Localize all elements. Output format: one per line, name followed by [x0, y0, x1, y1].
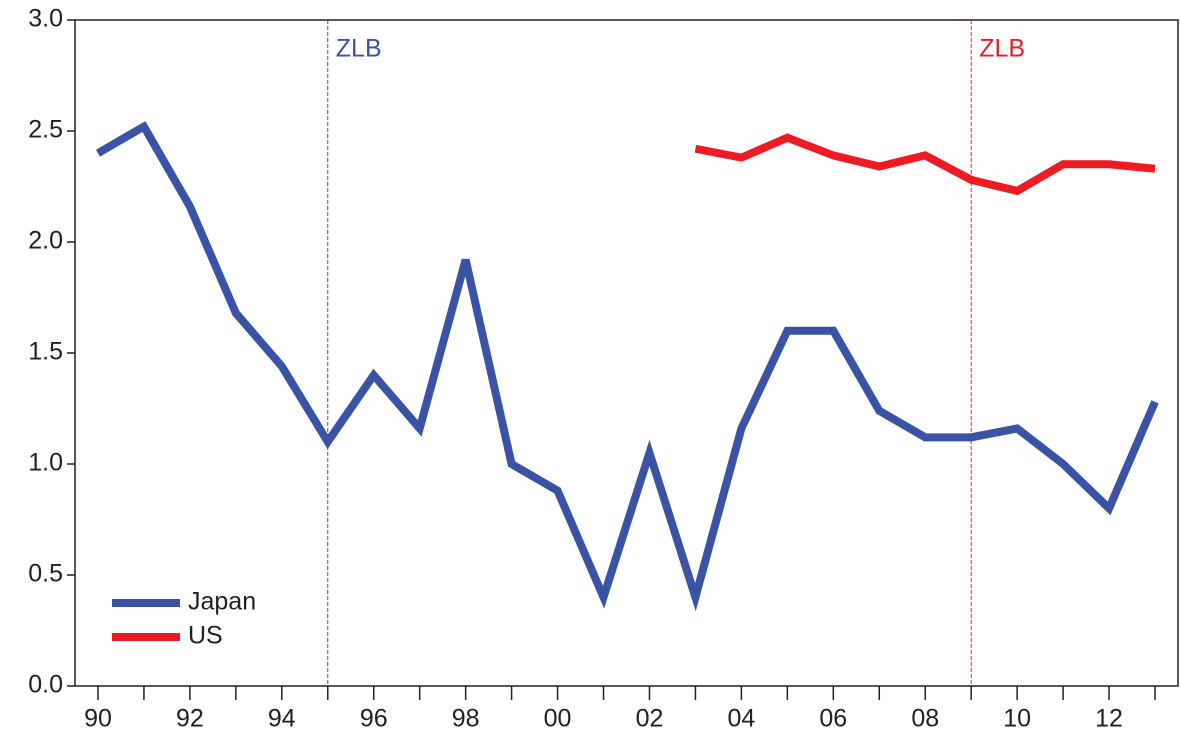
y-tick-label: 3.0	[28, 5, 63, 33]
x-tick-label: 06	[819, 705, 847, 733]
y-tick-label: 0.5	[28, 560, 63, 588]
legend-label: US	[188, 622, 223, 650]
x-tick-label: 10	[1003, 705, 1031, 733]
x-tick-label: 98	[452, 705, 480, 733]
x-tick-label: 96	[360, 705, 388, 733]
y-tick-label: 2.5	[28, 116, 63, 144]
x-tick-label: 00	[544, 705, 572, 733]
x-tick-label: 04	[727, 705, 755, 733]
x-tick-label: 92	[176, 705, 204, 733]
plot-frame	[74, 19, 1179, 687]
legend-label: Japan	[188, 588, 256, 616]
series-line	[95, 121, 1159, 612]
x-tick-label: 08	[911, 705, 939, 733]
x-tick-label: 94	[268, 705, 296, 733]
y-tick-label: 2.0	[28, 227, 63, 255]
series-line	[694, 133, 1156, 196]
y-tick-label: 1.5	[28, 338, 63, 366]
x-tick-label: 90	[84, 705, 112, 733]
x-tick-label: 12	[1095, 705, 1123, 733]
x-tick-label: 02	[636, 705, 664, 733]
y-tick-label: 1.0	[28, 449, 63, 477]
y-tick-label: 0.0	[28, 671, 63, 699]
zlb-label: ZLB	[979, 35, 1025, 63]
zlb-label: ZLB	[336, 35, 382, 63]
